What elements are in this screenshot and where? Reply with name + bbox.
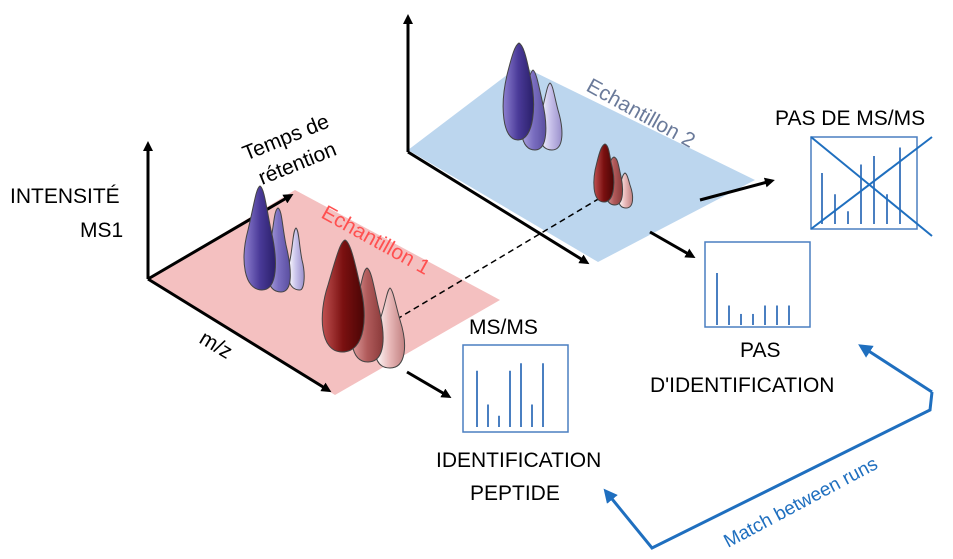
sample1-purple-peaks <box>243 185 305 293</box>
no-identification-spectrum-bars <box>716 273 790 325</box>
sample2-red-peaks <box>593 143 634 209</box>
msms-label: MS/MS <box>469 316 538 339</box>
peptide-id-label-line1: IDENTIFICATION <box>436 449 601 472</box>
no-id-label-line1: PAS <box>740 339 780 362</box>
msms-spectrum-bars <box>476 363 544 427</box>
msms-spectrum-box <box>462 344 569 433</box>
no-msms-label: PAS DE MS/MS <box>775 107 925 130</box>
sample1-plane <box>148 190 500 395</box>
peptide-id-label-line2: PEPTIDE <box>470 482 560 505</box>
no-id-label-line2: D'IDENTIFICATION <box>650 374 834 397</box>
sample2-purple-peaks <box>502 42 563 151</box>
arrow-to-msms <box>406 370 452 399</box>
no-msms-spectrum-box <box>810 136 918 230</box>
no-id-spectrum-box <box>704 241 811 328</box>
no-msms-cross-line-1 <box>810 136 933 237</box>
intensity-label-line1: INTENSITÉ <box>10 185 120 208</box>
mz-axis-1 <box>147 277 332 393</box>
mz-axis-2 <box>407 150 590 265</box>
arrow-to-no-id <box>649 230 696 258</box>
intensity-label-line2: MS1 <box>80 219 123 242</box>
arrow-to-no-msms <box>699 177 775 202</box>
match-between-runs-arrow <box>603 391 934 550</box>
sample1-red-peaks <box>321 239 406 369</box>
mz-label: m/z <box>195 327 236 364</box>
no-msms-cross-line-2 <box>810 136 933 230</box>
match-between-runs-arrow-up <box>858 344 933 394</box>
sample2-plane <box>408 65 755 262</box>
